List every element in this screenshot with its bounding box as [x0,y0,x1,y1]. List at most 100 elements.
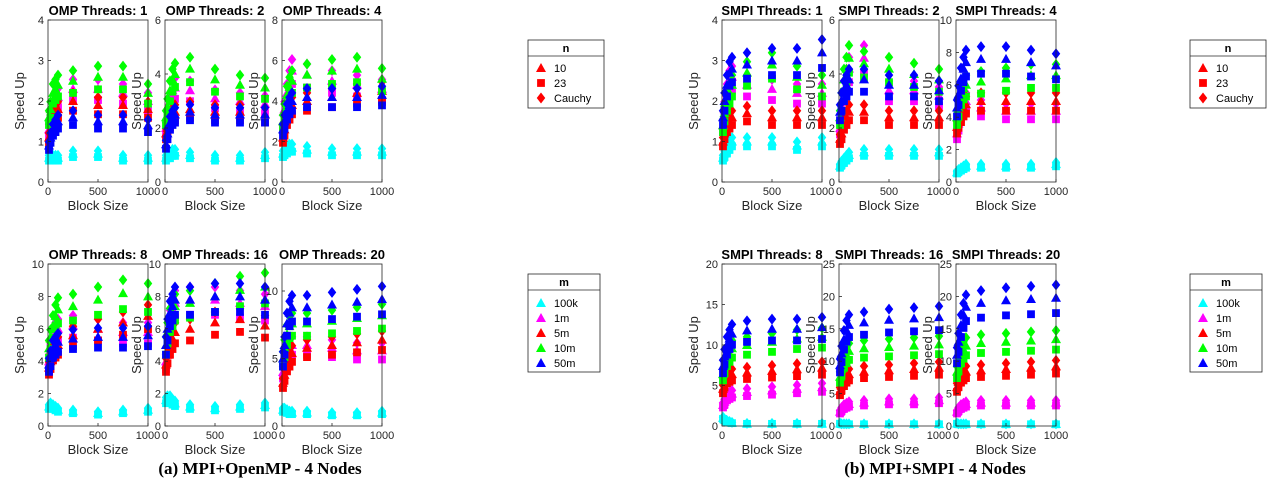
y-tick-label: 0 [712,421,718,433]
data-point [743,117,751,126]
y-tick-label: 8 [272,15,278,27]
data-point [210,63,220,75]
data-point [859,74,869,84]
x-tick-label: 500 [763,430,781,442]
y-tick-label: 25 [940,259,952,271]
data-point [235,291,245,301]
legend-title: m [1221,277,1231,289]
data-point [910,92,918,101]
data-point [236,92,244,101]
data-point [1026,44,1036,56]
x-axis-label: Block Size [185,198,246,213]
data-point [953,374,961,382]
data-point [93,322,103,334]
data-point [211,118,219,127]
data-point [68,301,78,311]
data-point [1026,293,1036,303]
y-tick-label: 20 [706,259,718,271]
data-point [287,302,297,312]
data-point [768,121,776,129]
data-point [1027,346,1035,355]
y-axis-label: Speed Up [12,316,27,374]
y-axis-label: Speed Up [803,72,818,130]
data-point [768,347,776,356]
data-point [768,96,776,104]
data-point [977,373,985,381]
y-tick-label: 0 [38,421,44,433]
panel-title: SMPI Threads: 20 [952,247,1060,262]
x-tick-label: 1000 [370,430,394,442]
data-point [302,91,312,101]
data-point [953,112,961,121]
data-point [53,336,63,346]
data-point [185,106,195,116]
data-point [53,402,63,414]
data-point [884,85,894,95]
data-point [910,151,918,160]
legend-marker [536,313,546,322]
legend-marker [536,298,546,307]
data-point [976,329,986,341]
data-point [302,289,312,301]
y-axis-label: Speed Up [686,72,701,130]
data-point [93,71,103,81]
data-point [1002,371,1010,380]
data-point [161,340,171,349]
data-point [53,292,63,304]
x-tick-label: 500 [89,186,107,198]
data-point [53,304,63,314]
data-point [93,109,103,121]
data-point [767,359,777,371]
panel-title: OMP Threads: 2 [166,3,265,18]
x-axis-label: Block Size [302,198,363,213]
y-tick-label: 6 [155,15,161,27]
legend-label: 10m [1216,343,1237,355]
data-point [1002,115,1010,124]
data-point [743,392,751,400]
y-tick-label: 0 [829,177,835,189]
data-point [792,136,802,148]
data-point [1026,96,1036,105]
data-point [287,405,297,417]
data-point [53,69,63,81]
data-point [210,277,220,289]
data-point [977,106,985,115]
y-tick-label: 0 [155,421,161,433]
data-point [1027,84,1035,92]
data-point [977,349,985,357]
data-point [185,323,195,333]
legend-label: 1m [1216,313,1231,325]
data-point [302,405,312,417]
data-point [909,313,919,323]
x-axis-label: Block Size [976,442,1037,457]
y-tick-label: 2 [272,137,278,149]
data-point [768,142,776,151]
data-point [1002,106,1010,115]
x-tick-label: 1000 [1044,430,1068,442]
data-point [885,121,893,129]
y-tick-label: 20 [940,291,952,303]
x-axis-label: Block Size [302,442,363,457]
data-point [859,343,869,353]
data-point [1026,158,1036,170]
data-point [327,143,337,155]
y-tick-label: 20 [823,291,835,303]
data-point [210,102,220,114]
data-point [952,94,962,106]
data-point [328,350,336,359]
data-point [94,343,102,352]
data-point [718,112,728,122]
data-point [884,303,894,315]
panel-markers [952,41,1061,178]
data-point [909,57,919,69]
y-tick-label: 4 [712,15,718,27]
data-point [909,143,919,155]
y-tick-label: 2 [155,123,161,135]
legend-label: 5m [1216,328,1231,340]
data-point [859,106,869,116]
data-point [236,328,244,336]
y-tick-label: 10 [706,340,718,352]
